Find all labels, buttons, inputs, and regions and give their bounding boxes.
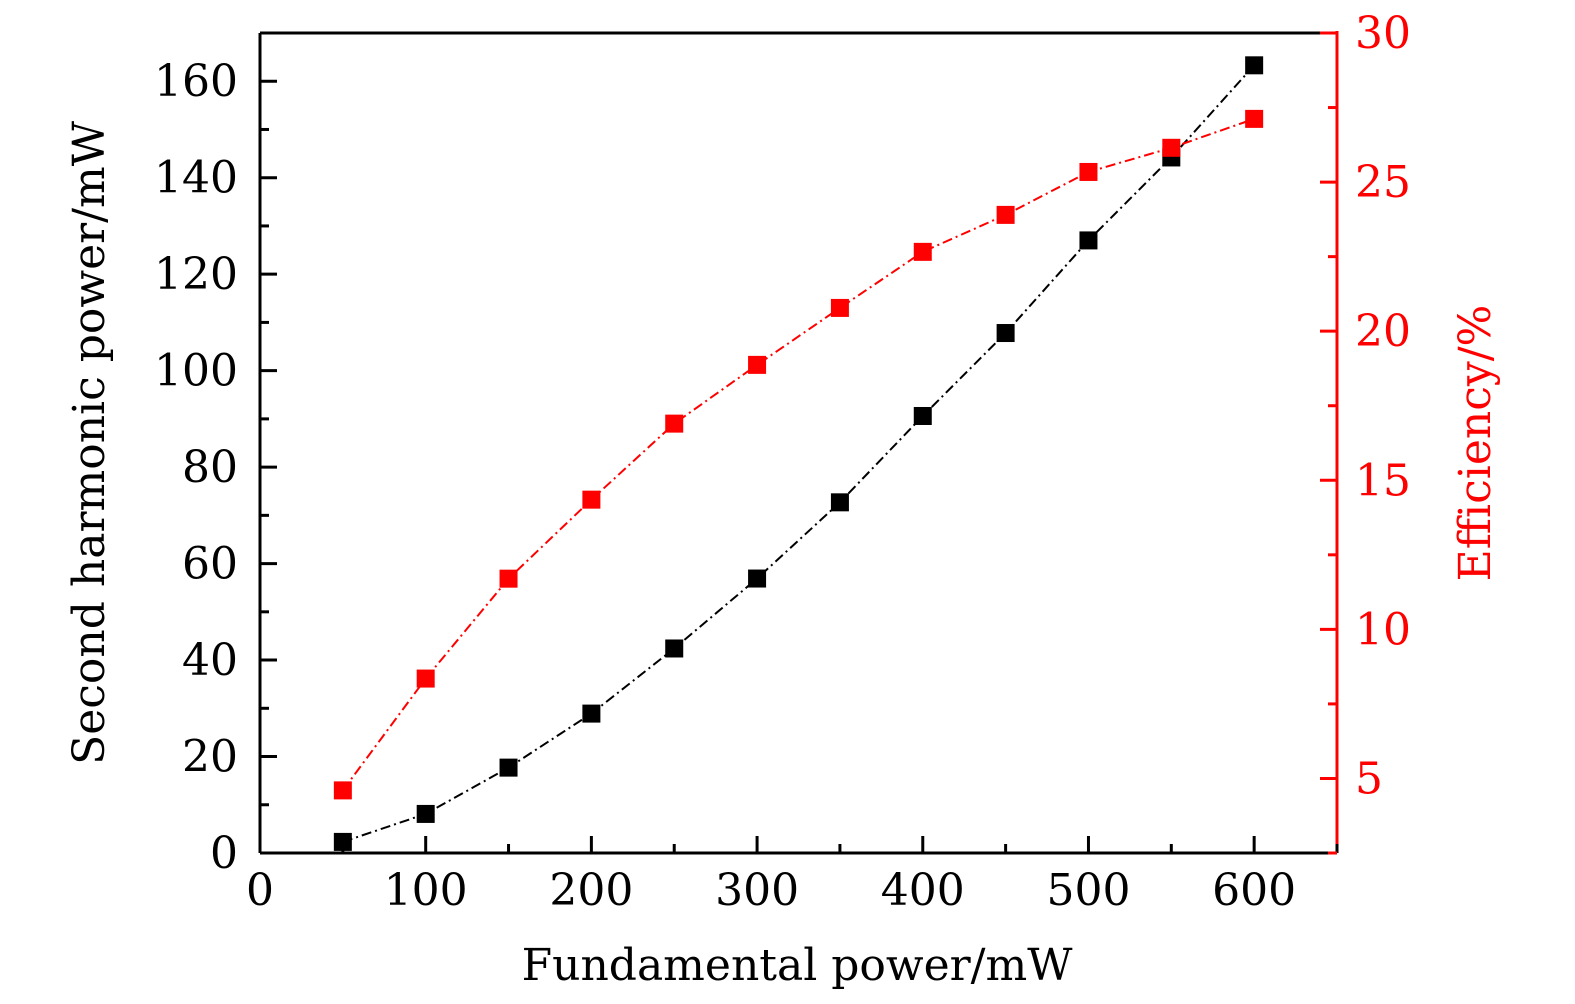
data-point-0 xyxy=(1245,56,1264,75)
y-axis-label: Second harmonic power/mW xyxy=(64,120,115,765)
x-tick-label: 600 xyxy=(1212,865,1296,916)
y-tick-label: 80 xyxy=(182,442,238,493)
y-tick-label: 100 xyxy=(154,346,238,397)
y-tick-label: 120 xyxy=(154,249,238,300)
series-line-1 xyxy=(342,117,1255,791)
data-point-1 xyxy=(416,669,435,688)
data-point-0 xyxy=(416,804,435,823)
data-point-1 xyxy=(1079,162,1098,181)
y-tick-label: 20 xyxy=(182,732,238,783)
data-point-1 xyxy=(665,414,684,433)
data-point-1 xyxy=(913,242,932,261)
x-tick-label: 0 xyxy=(246,865,274,916)
data-point-0 xyxy=(499,758,518,777)
data-point-1 xyxy=(499,569,518,588)
series-line-0 xyxy=(342,64,1255,843)
x-tick-label: 500 xyxy=(1046,865,1130,916)
data-point-0 xyxy=(748,569,767,588)
x-axis-label: Fundamental power/mW xyxy=(522,940,1074,991)
y-tick-label: 160 xyxy=(154,56,238,107)
x-tick-label: 100 xyxy=(384,865,468,916)
y-tick-label: 60 xyxy=(182,539,238,590)
y2-tick-label: 30 xyxy=(1355,8,1411,59)
data-point-1 xyxy=(830,298,849,317)
y2-tick-label: 25 xyxy=(1355,157,1411,208)
y2-tick-label: 20 xyxy=(1355,306,1411,357)
y-tick-label: 40 xyxy=(182,635,238,686)
y-tick-label: 140 xyxy=(154,153,238,204)
y2-tick-label: 5 xyxy=(1355,753,1383,804)
y-tick-label: 0 xyxy=(210,828,238,879)
x-tick-label: 400 xyxy=(881,865,965,916)
data-point-1 xyxy=(333,781,352,800)
data-point-0 xyxy=(1079,231,1098,250)
data-point-1 xyxy=(996,205,1015,224)
y2-tick-label: 10 xyxy=(1355,604,1411,655)
x-tick-label: 200 xyxy=(549,865,633,916)
y2-axis-label: Efficiency/% xyxy=(1450,305,1501,582)
data-point-1 xyxy=(1245,109,1264,128)
data-point-0 xyxy=(996,324,1015,343)
data-point-1 xyxy=(1162,138,1181,157)
data-point-1 xyxy=(748,355,767,374)
data-point-0 xyxy=(913,406,932,425)
data-point-0 xyxy=(665,639,684,658)
data-point-0 xyxy=(333,832,352,851)
y2-tick-label: 15 xyxy=(1355,455,1411,506)
data-point-0 xyxy=(582,704,601,723)
x-tick-label: 300 xyxy=(715,865,799,916)
data-point-0 xyxy=(830,493,849,512)
data-point-1 xyxy=(582,490,601,509)
